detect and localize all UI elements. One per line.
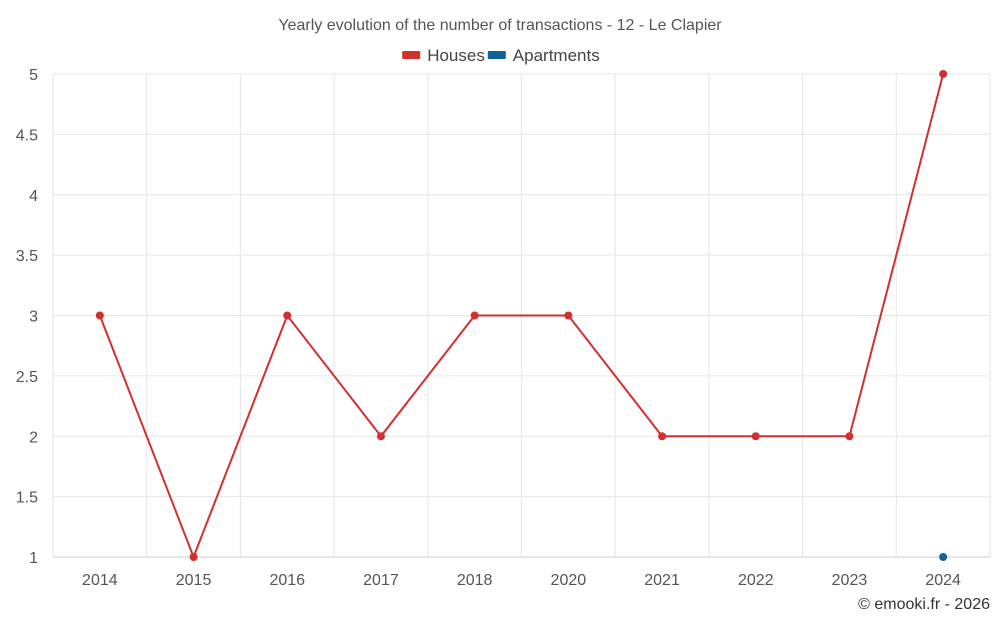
data-point[interactable] (845, 432, 854, 441)
y-tick-label: 4 (29, 188, 38, 205)
legend-label: Houses (427, 46, 485, 65)
axes: 1 1.5 2 2.5 3 3.5 4 4.5 5 2014 2015 2016 2017 2018 202… (16, 67, 990, 589)
series (95, 70, 948, 561)
x-tick-label: 2021 (644, 572, 680, 589)
x-tick-label: 2018 (457, 572, 493, 589)
legend-label: Apartments (513, 46, 600, 65)
y-tick-label: 1.5 (16, 490, 38, 507)
y-tick-label: 3 (29, 309, 38, 326)
y-tick-label: 3.5 (16, 248, 38, 265)
y-tick-label: 2.5 (16, 369, 38, 386)
series-line (98, 73, 945, 560)
series-apartments (939, 553, 948, 561)
data-point[interactable] (376, 432, 385, 441)
data-point[interactable] (95, 311, 104, 320)
x-tick-label: 2020 (551, 572, 587, 589)
x-tick-label: 2024 (925, 572, 961, 589)
data-point[interactable] (939, 553, 948, 561)
series-houses (95, 70, 948, 561)
legend-swatch (402, 51, 421, 59)
y-tick-label: 4.5 (16, 127, 38, 144)
x-tick-label: 2014 (82, 572, 118, 589)
y-tick-label: 1 (29, 550, 38, 567)
y-tick-label: 5 (29, 67, 38, 84)
x-tick-label: 2017 (363, 572, 399, 589)
data-point[interactable] (189, 553, 198, 561)
data-point[interactable] (283, 311, 292, 320)
legend-item-houses[interactable]: Houses (402, 46, 485, 65)
legend-swatch (487, 51, 506, 59)
x-tick-label: 2023 (832, 572, 868, 589)
credit-text: © emooki.fr - 2026 (858, 596, 990, 613)
x-tick-label: 2015 (176, 572, 212, 589)
x-tick-label: 2022 (738, 572, 774, 589)
legend-item-apartments[interactable]: Apartments (487, 46, 600, 65)
data-point[interactable] (939, 70, 948, 78)
legend[interactable]: Houses Apartments (402, 46, 600, 65)
data-point[interactable] (751, 432, 760, 441)
data-point[interactable] (658, 432, 667, 441)
y-tick-label: 2 (29, 429, 38, 446)
x-tick-label: 2016 (269, 572, 305, 589)
data-point[interactable] (564, 311, 573, 320)
data-point[interactable] (470, 311, 479, 320)
chart-title: Yearly evolution of the number of transa… (278, 17, 722, 34)
